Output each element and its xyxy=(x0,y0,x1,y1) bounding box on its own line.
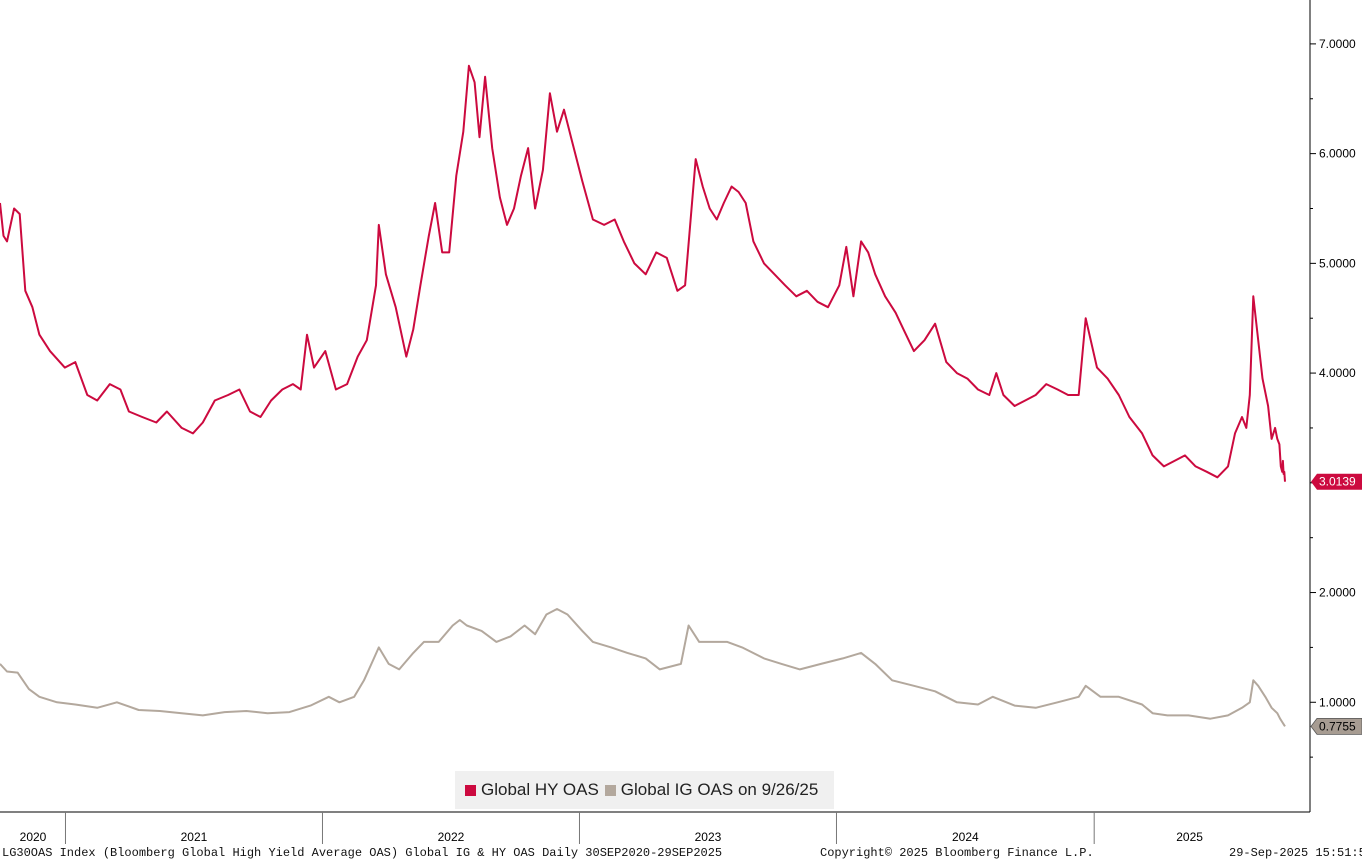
legend-item-hy: Global HY OAS xyxy=(465,780,599,800)
last-value-tag-bg xyxy=(1311,473,1362,490)
legend-label-hy: Global HY OAS xyxy=(481,780,599,799)
x-tick-label: 2025 xyxy=(1176,830,1203,844)
last-value-labels: 3.0139 0.7755 xyxy=(1310,473,1362,735)
x-tick-label: 2023 xyxy=(695,830,722,844)
x-tick-label: 2024 xyxy=(952,830,979,844)
x-tick-label: 2020 xyxy=(20,830,47,844)
legend-item-ig: Global IG OAS on 9/26/25 xyxy=(604,780,819,800)
last-value-tag-bg xyxy=(1310,718,1362,735)
y-tick-label: 5.0000 xyxy=(1319,256,1356,270)
legend-swatch-hy xyxy=(465,784,476,796)
y-tick-label: 6.0000 xyxy=(1319,147,1356,161)
legend: Global HY OAS Global IG OAS on 9/26/25 xyxy=(455,771,835,809)
last-value-tag-ig: 0.7755 xyxy=(1310,718,1362,735)
footer-timestamp: 29-Sep-2025 15:51:53 xyxy=(1229,846,1362,860)
x-axis: 2020 2021 2022 2023 2024 2025 xyxy=(0,811,1310,844)
y-tick-label: 2.0000 xyxy=(1319,586,1356,600)
y-tick-label: 1.0000 xyxy=(1319,695,1356,709)
legend-label-ig: Global IG OAS on 9/26/25 xyxy=(620,780,819,799)
legend-swatch-ig xyxy=(604,784,616,796)
series-layer xyxy=(0,64,1286,727)
footer-copyright: Copyright© 2025 Bloomberg Finance L.P. xyxy=(820,846,1094,860)
last-value-text: 0.7755 xyxy=(1319,719,1356,733)
last-value-text: 3.0139 xyxy=(1319,475,1356,489)
series-line-ig xyxy=(0,608,1286,727)
series-line-hy xyxy=(0,64,1286,482)
y-axis: 1.00002.00003.00004.00005.00006.00007.00… xyxy=(1309,0,1356,812)
x-tick-label: 2022 xyxy=(438,830,465,844)
footer-description: LG30OAS Index (Bloomberg Global High Yie… xyxy=(2,846,723,860)
last-value-tag-hy: 3.0139 xyxy=(1311,473,1362,490)
y-tick-label: 7.0000 xyxy=(1319,37,1356,51)
y-tick-label: 4.0000 xyxy=(1319,366,1356,380)
x-tick-label: 2021 xyxy=(181,830,208,844)
